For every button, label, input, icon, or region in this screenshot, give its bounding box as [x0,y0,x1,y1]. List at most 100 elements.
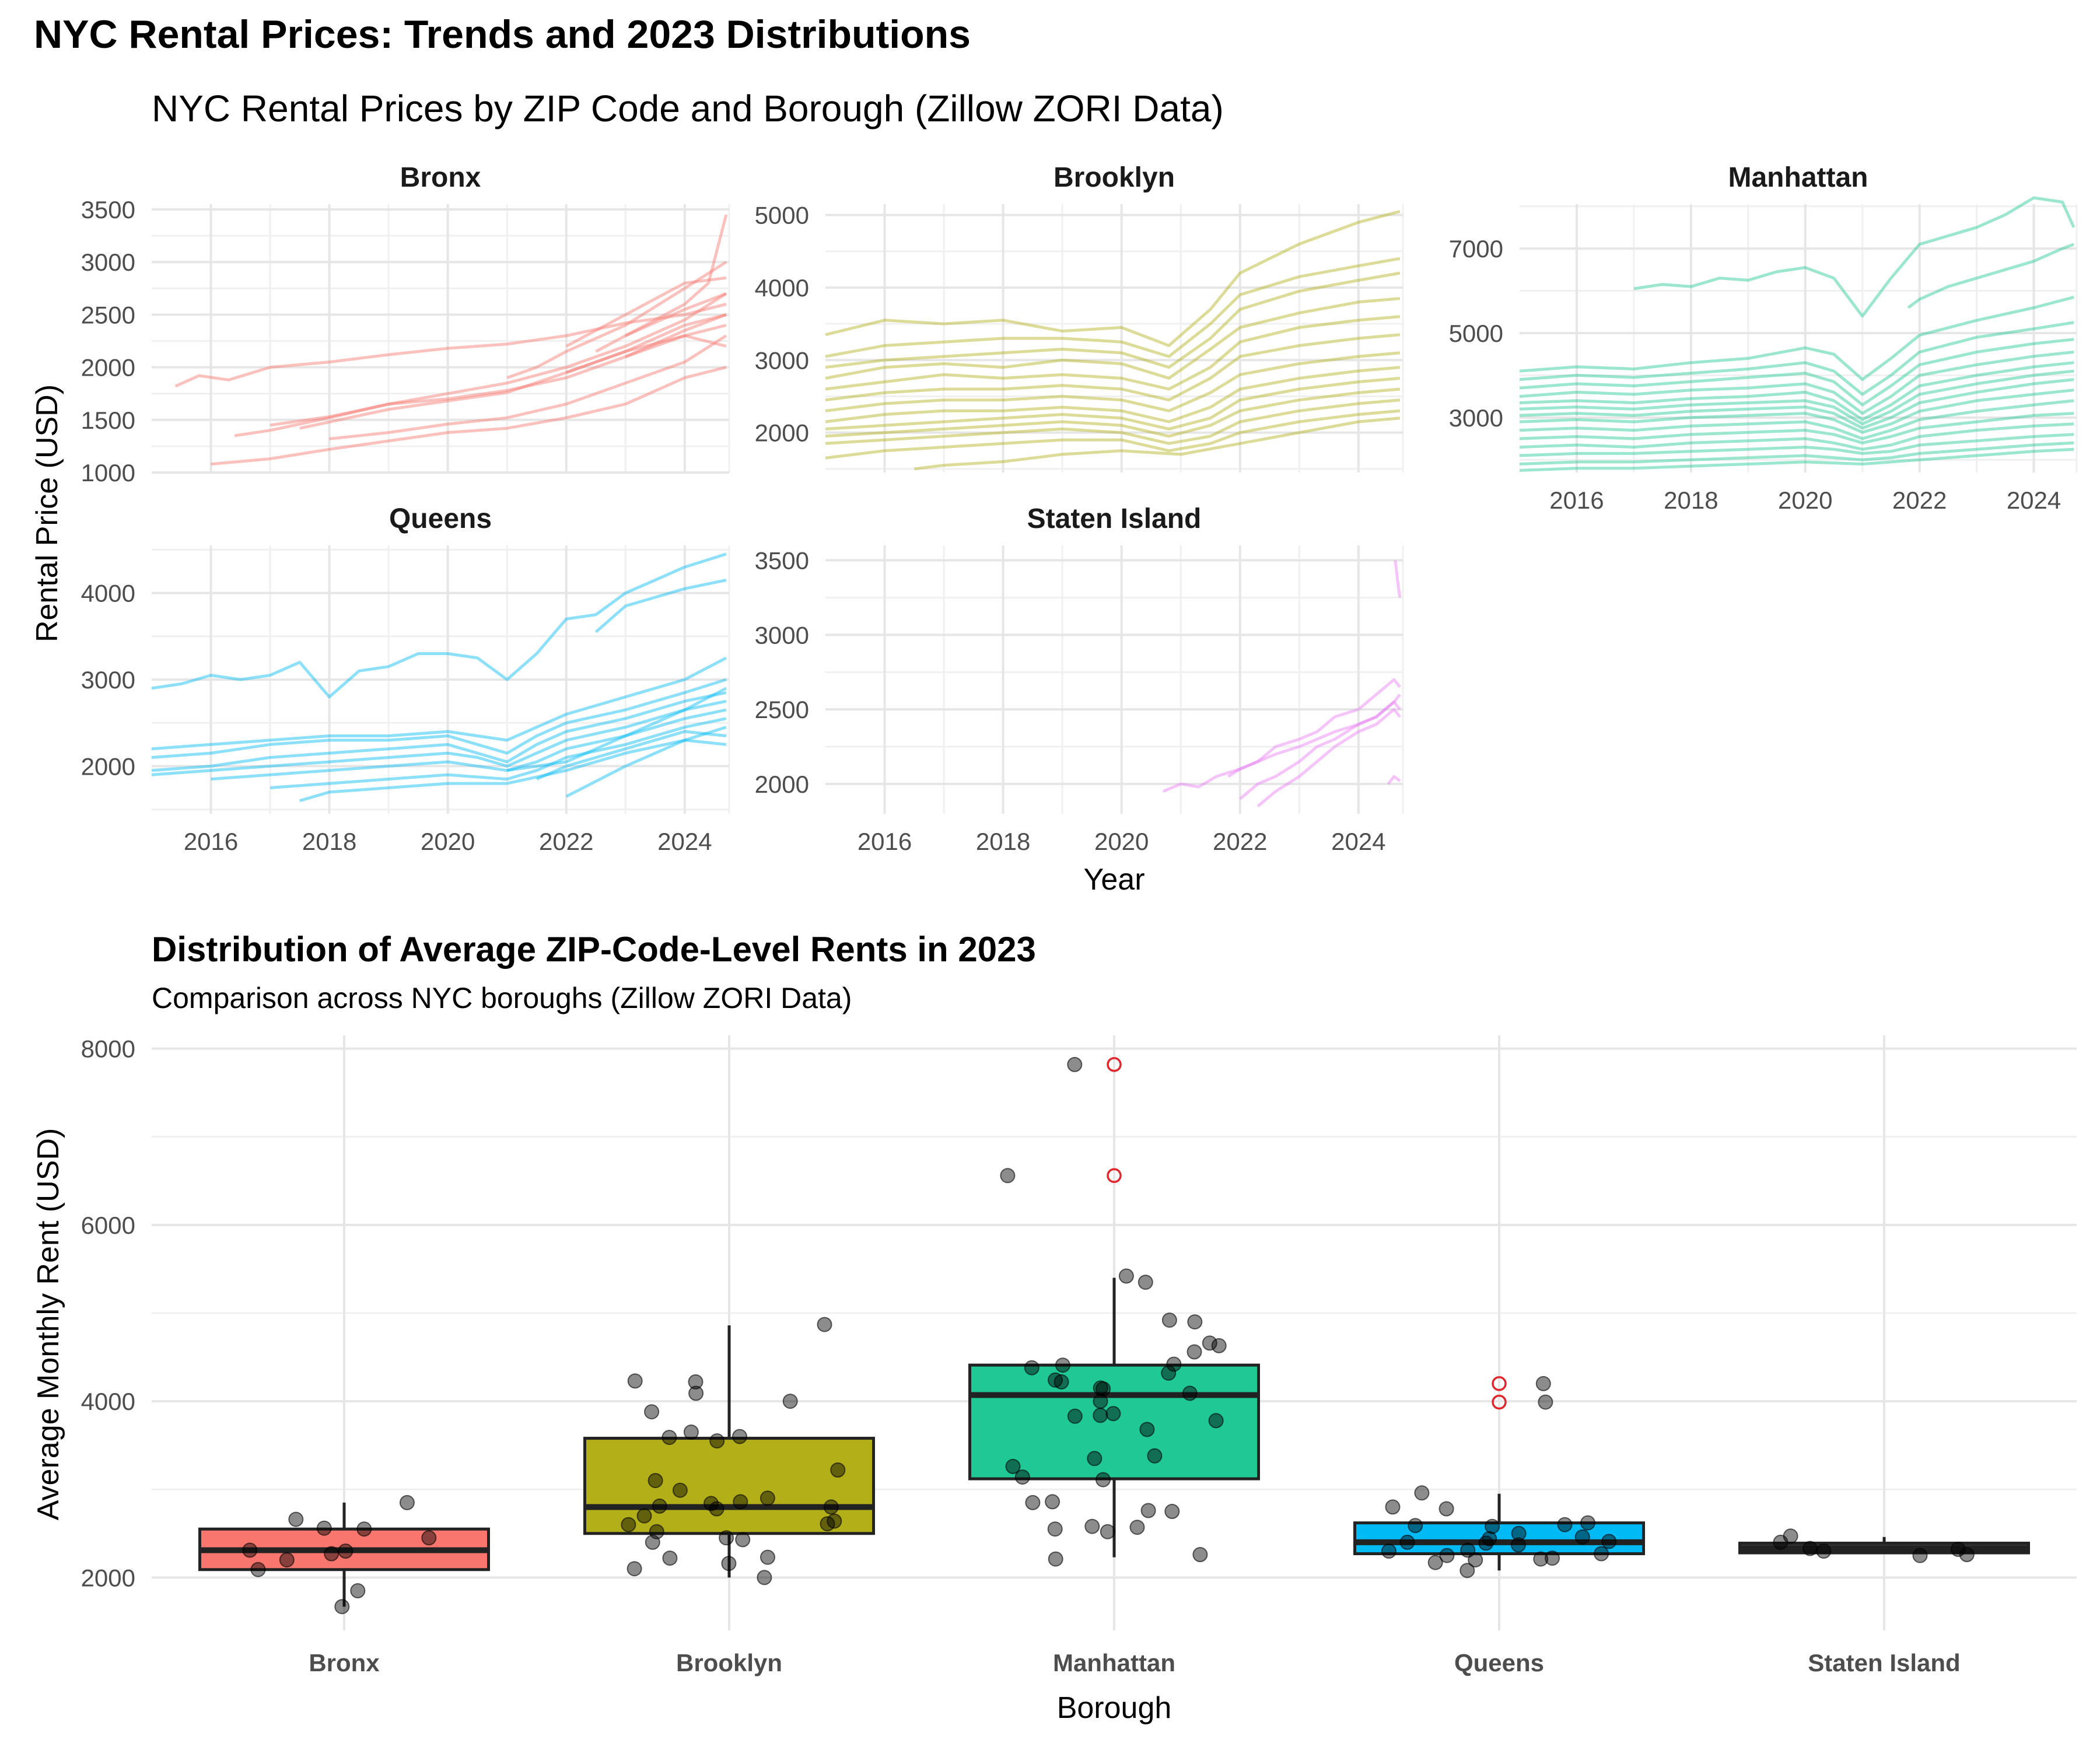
data-point [1000,1168,1016,1184]
data-point [735,1532,751,1548]
series-line [825,398,1401,445]
box-manhattan [968,1057,1260,1558]
data-point [1182,1385,1198,1401]
series-line [1387,775,1401,785]
data-point [1025,1494,1041,1510]
x-tick-label-brooklyn: Brooklyn [676,1649,782,1676]
facet-chart-title: NYC Rental Prices by ZIP Code and Boroug… [152,88,1224,130]
data-point [662,1550,678,1566]
x-tick-label: 2024 [2007,487,2061,514]
series-line [825,376,1401,430]
data-point [688,1385,704,1401]
series-line [211,708,727,781]
data-point [1510,1537,1526,1553]
data-point [1147,1448,1163,1464]
data-point [648,1473,663,1489]
panel-brooklyn: Brooklyn 2000 3000 4000 5000 [755,162,1404,473]
data-point [1802,1541,1818,1556]
box-staten-island [1738,1536,2030,1555]
y-tick-label: 5000 [755,202,809,229]
data-point [823,1499,839,1515]
data-point [1460,1542,1476,1558]
series-line [270,717,727,789]
series-line [270,292,727,427]
data-point [1140,1503,1156,1518]
y-tick-label: 3000 [755,621,809,649]
data-point [1005,1458,1021,1474]
series-line [1519,295,2074,382]
series-line [151,691,727,772]
y-tick-label: 3000 [755,346,809,374]
series-line [1519,338,2074,407]
data-point [1783,1528,1798,1544]
data-point [1950,1542,1966,1557]
series-line [1519,388,2074,434]
box-queens [1353,1376,1645,1571]
data-point [649,1524,664,1539]
series-line [1519,441,2074,466]
data-point [683,1424,699,1440]
data-point [250,1562,266,1577]
data-point [1533,1551,1549,1567]
y-tick-label: 2000 [755,771,809,798]
series-line [914,416,1401,471]
y-tick-label: 2500 [81,301,135,328]
series-line [565,738,727,798]
facet-label-queens: Queens [389,503,492,534]
series-line [1227,678,1401,778]
x-tick-label-queens: Queens [1454,1649,1544,1676]
data-point [1211,1338,1227,1353]
data-point [1538,1394,1553,1410]
outlier-point [1107,1057,1122,1072]
series-line [1519,399,2074,440]
x-tick-label-bronx: Bronx [309,1649,380,1676]
data-point [1959,1547,1975,1562]
data-point [1381,1544,1396,1559]
data-point [688,1374,704,1390]
y-tick-label: 2000 [81,1564,135,1591]
data-point [1055,1357,1070,1373]
data-point [1511,1525,1527,1541]
series-line [625,334,727,358]
data-point [1574,1529,1590,1545]
data-point [1048,1551,1063,1567]
y-tick-label: 2000 [755,419,809,447]
data-point [1439,1548,1455,1563]
x-tick-label: 2016 [1549,487,1604,514]
y-tick-label: 1500 [81,407,135,434]
data-point [1067,1056,1083,1072]
data-point [1187,1314,1203,1330]
y-tick-label: 3500 [81,196,135,223]
data-point [1100,1524,1115,1539]
data-point [672,1482,688,1498]
series-line [174,302,727,388]
series-line [1633,196,2076,318]
points-queens [1381,1376,1617,1578]
data-point [1408,1518,1423,1534]
panel-queens: Queens 2000 3000 4000 2016 2018 2020 2022 2024 [81,503,730,855]
data-point [1048,1372,1063,1388]
data-point [1545,1550,1560,1566]
series-line [151,552,727,699]
series-line [329,334,727,440]
facet-label-staten-island: Staten Island [1027,503,1202,534]
y-tick-label: 8000 [81,1035,135,1063]
data-point [1594,1546,1609,1562]
data-point [760,1549,775,1565]
data-point [1047,1521,1063,1537]
data-point [421,1530,437,1546]
series-line [1519,433,2074,457]
series-line [825,333,1401,402]
points-staten-island [1773,1528,1975,1563]
y-tick-label: 4000 [81,1388,135,1415]
series-line [825,366,1401,424]
data-point [704,1496,719,1511]
x-tick-label: 2020 [421,828,475,855]
box-body [968,1363,1260,1480]
box-x-axis-title: Borough [1057,1691,1172,1725]
series-line [506,261,727,379]
box-chart-subtitle: Comparison across NYC boroughs (Zillow Z… [152,982,852,1014]
x-tick-label: 2018 [976,828,1030,855]
series-line [825,257,1401,358]
series-line [825,271,1401,369]
